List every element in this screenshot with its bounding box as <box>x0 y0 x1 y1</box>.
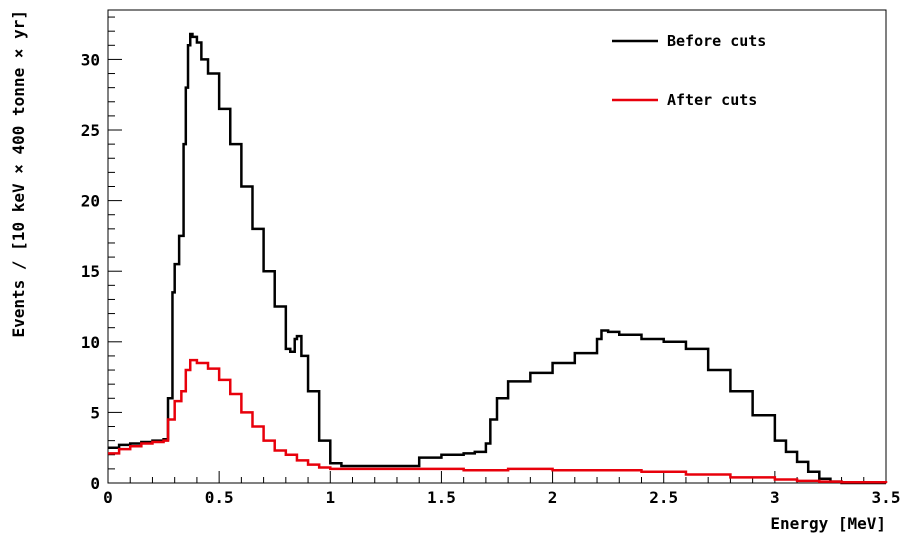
y-tick-label: 10 <box>81 333 100 352</box>
y-tick-label: 25 <box>81 121 100 140</box>
y-axis: 0 5 10 15 20 25 30 <box>81 16 122 493</box>
y-tick-label: 30 <box>81 50 100 69</box>
x-tick-label: 1.5 <box>427 488 456 507</box>
y-tick-label: 0 <box>90 474 100 493</box>
y-tick-label: 20 <box>81 192 100 211</box>
y-tick-label: 5 <box>90 403 100 422</box>
series-group <box>108 32 888 485</box>
series-line-after-cuts <box>108 358 888 484</box>
x-tick-label: 0.5 <box>205 488 234 507</box>
legend-label: After cuts <box>667 91 757 109</box>
x-axis: 0 0.5 1 1.5 2 2.5 3 3.5 <box>103 471 900 507</box>
x-tick-label: 3.5 <box>872 488 901 507</box>
legend: Before cuts After cuts <box>612 32 766 109</box>
x-tick-label: 1 <box>325 488 335 507</box>
series-line-before-cuts <box>108 32 886 485</box>
x-tick-label: 2.5 <box>649 488 678 507</box>
plot-frame <box>107 9 887 484</box>
x-tick-label: 3 <box>770 488 780 507</box>
x-tick-label: 0 <box>103 488 113 507</box>
x-tick-label: 2 <box>548 488 558 507</box>
y-tick-label: 15 <box>81 262 100 281</box>
legend-label: Before cuts <box>667 32 766 50</box>
y-axis-label: Events / [10 keV × 400 tonne × yr] <box>9 10 28 338</box>
x-axis-label: Energy [MeV] <box>770 514 886 533</box>
